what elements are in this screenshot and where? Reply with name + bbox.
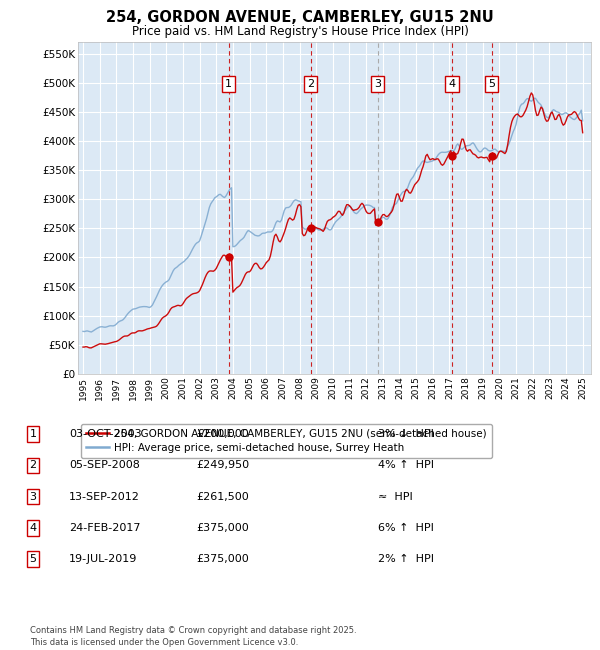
Text: 13-SEP-2012: 13-SEP-2012 — [69, 491, 140, 502]
Text: 5: 5 — [29, 554, 37, 564]
Text: 4: 4 — [29, 523, 37, 533]
Text: £375,000: £375,000 — [196, 554, 249, 564]
Text: 2: 2 — [307, 79, 314, 88]
Text: £261,500: £261,500 — [196, 491, 249, 502]
Text: 6% ↑  HPI: 6% ↑ HPI — [378, 523, 434, 533]
Text: 2: 2 — [29, 460, 37, 471]
Text: £249,950: £249,950 — [196, 460, 249, 471]
Text: £200,000: £200,000 — [196, 429, 249, 439]
Text: 1: 1 — [29, 429, 37, 439]
Text: £375,000: £375,000 — [196, 523, 249, 533]
Text: 3: 3 — [29, 491, 37, 502]
Text: 3: 3 — [374, 79, 382, 88]
Text: 19-JUL-2019: 19-JUL-2019 — [69, 554, 137, 564]
Text: 24-FEB-2017: 24-FEB-2017 — [69, 523, 140, 533]
Text: 2% ↑  HPI: 2% ↑ HPI — [378, 554, 434, 564]
Text: Price paid vs. HM Land Registry's House Price Index (HPI): Price paid vs. HM Land Registry's House … — [131, 25, 469, 38]
Text: 3% ↓  HPI: 3% ↓ HPI — [378, 429, 434, 439]
Text: 05-SEP-2008: 05-SEP-2008 — [69, 460, 140, 471]
Text: 4% ↑  HPI: 4% ↑ HPI — [378, 460, 434, 471]
Text: 254, GORDON AVENUE, CAMBERLEY, GU15 2NU: 254, GORDON AVENUE, CAMBERLEY, GU15 2NU — [106, 10, 494, 25]
Text: Contains HM Land Registry data © Crown copyright and database right 2025.
This d: Contains HM Land Registry data © Crown c… — [30, 626, 356, 647]
Text: 03-OCT-2003: 03-OCT-2003 — [69, 429, 142, 439]
Text: 5: 5 — [488, 79, 495, 88]
Text: 1: 1 — [225, 79, 232, 88]
Legend: 254, GORDON AVENUE, CAMBERLEY, GU15 2NU (semi-detached house), HPI: Average pric: 254, GORDON AVENUE, CAMBERLEY, GU15 2NU … — [80, 424, 492, 458]
Text: ≈  HPI: ≈ HPI — [378, 491, 413, 502]
Text: 4: 4 — [448, 79, 455, 88]
